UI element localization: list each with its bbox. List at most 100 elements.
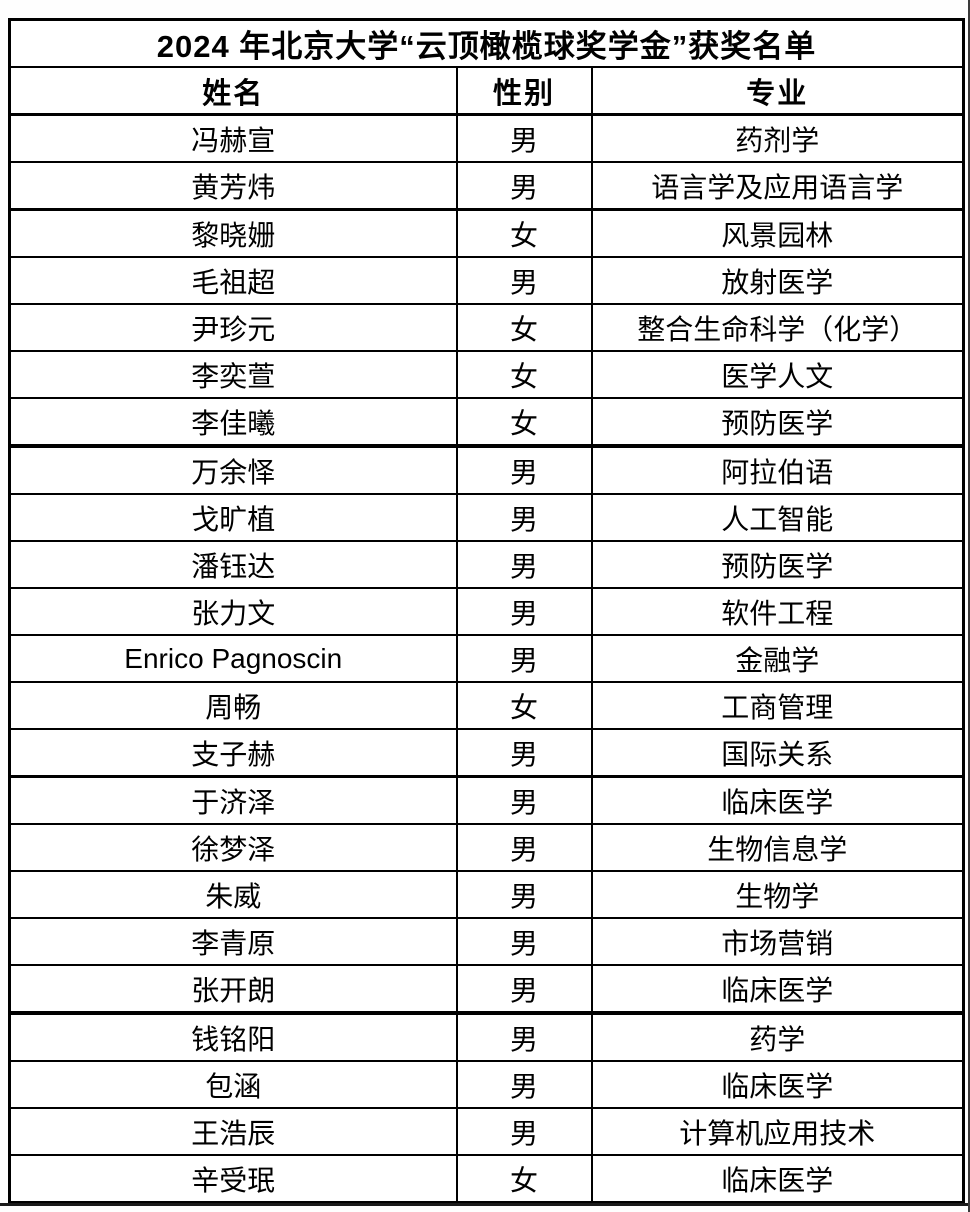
table-row: 包涵 男 临床医学	[8, 1060, 965, 1109]
cell-major: 工商管理	[590, 681, 965, 730]
cell-gender: 男	[455, 775, 593, 825]
cell-gender: 男	[455, 917, 593, 966]
cell-gender: 男	[455, 161, 593, 211]
table-row: Enrico Pagnoscin 男 金融学	[8, 634, 965, 683]
cell-major: 生物信息学	[590, 823, 965, 872]
cell-name: 毛祖超	[8, 256, 458, 305]
bottom-scan-artifact-line	[0, 1203, 970, 1206]
table-row: 朱威 男 生物学	[8, 870, 965, 919]
table-row: 李奕萱 女 医学人文	[8, 350, 965, 399]
cell-gender: 男	[455, 1060, 593, 1109]
table-row: 尹珍元 女 整合生命科学（化学）	[8, 303, 965, 352]
cell-gender: 男	[455, 728, 593, 778]
cell-major: 语言学及应用语言学	[590, 161, 965, 211]
cell-major: 国际关系	[590, 728, 965, 778]
cell-name: 徐梦泽	[8, 823, 458, 872]
cell-name: 李佳曦	[8, 397, 458, 447]
cell-name: 黄芳炜	[8, 161, 458, 211]
cell-major: 整合生命科学（化学）	[590, 303, 965, 352]
table-row: 戈旷植 男 人工智能	[8, 493, 965, 542]
table-row: 潘钰达 男 预防医学	[8, 540, 965, 589]
table-title: 2024 年北京大学“云顶橄榄球奖学金”获奖名单	[8, 18, 965, 68]
cell-gender: 男	[455, 870, 593, 919]
cell-name: 周畅	[8, 681, 458, 730]
cell-major: 预防医学	[590, 540, 965, 589]
cell-major: 放射医学	[590, 256, 965, 305]
column-header-major: 专业	[590, 66, 965, 116]
cell-major: 临床医学	[590, 1060, 965, 1109]
cell-gender: 男	[455, 493, 593, 542]
cell-major: 药剂学	[590, 113, 965, 163]
cell-name: 支子赫	[8, 728, 458, 778]
table-row: 万余怿 男 阿拉伯语	[8, 444, 965, 495]
cell-name: 朱威	[8, 870, 458, 919]
cell-gender: 女	[455, 1154, 593, 1204]
cell-name: 万余怿	[8, 444, 458, 495]
table-row: 黎晓姗 女 风景园林	[8, 208, 965, 258]
cell-name: 李青原	[8, 917, 458, 966]
table-row: 于济泽 男 临床医学	[8, 775, 965, 825]
table-row: 支子赫 男 国际关系	[8, 728, 965, 778]
table-row: 钱铭阳 男 药学	[8, 1011, 965, 1062]
cell-gender: 女	[455, 350, 593, 399]
cell-gender: 男	[455, 823, 593, 872]
cell-major: 市场营销	[590, 917, 965, 966]
table-body: 冯赫宣 男 药剂学 黄芳炜 男 语言学及应用语言学 黎晓姗 女 风景园林 毛祖超…	[8, 113, 965, 1204]
cell-major: 风景园林	[590, 208, 965, 258]
cell-name: 包涵	[8, 1060, 458, 1109]
cell-name: 辛受珉	[8, 1154, 458, 1204]
table-row: 冯赫宣 男 药剂学	[8, 113, 965, 163]
cell-name: 张开朗	[8, 964, 458, 1014]
table-header-row: 姓名 性别 专业	[8, 66, 965, 116]
cell-major: 药学	[590, 1011, 965, 1062]
cell-name: 钱铭阳	[8, 1011, 458, 1062]
cell-name: 冯赫宣	[8, 113, 458, 163]
table-row: 徐梦泽 男 生物信息学	[8, 823, 965, 872]
cell-major: 人工智能	[590, 493, 965, 542]
cell-name: 黎晓姗	[8, 208, 458, 258]
cell-major: 生物学	[590, 870, 965, 919]
cell-gender: 男	[455, 1011, 593, 1062]
cell-major: 阿拉伯语	[590, 444, 965, 495]
cell-name: 于济泽	[8, 775, 458, 825]
cell-gender: 男	[455, 1107, 593, 1156]
cell-major: 临床医学	[590, 775, 965, 825]
table-row: 黄芳炜 男 语言学及应用语言学	[8, 161, 965, 211]
cell-gender: 男	[455, 256, 593, 305]
cell-name: 尹珍元	[8, 303, 458, 352]
cell-name: Enrico Pagnoscin	[8, 634, 458, 683]
scholarship-award-table: 2024 年北京大学“云顶橄榄球奖学金”获奖名单 姓名 性别 专业 冯赫宣 男 …	[8, 18, 966, 1204]
cell-major: 临床医学	[590, 1154, 965, 1204]
cell-major: 临床医学	[590, 964, 965, 1014]
right-scan-artifact-line	[968, 0, 970, 1212]
cell-name: 戈旷植	[8, 493, 458, 542]
cell-name: 潘钰达	[8, 540, 458, 589]
cell-gender: 男	[455, 540, 593, 589]
cell-gender: 女	[455, 397, 593, 447]
cell-major: 医学人文	[590, 350, 965, 399]
table-row: 王浩辰 男 计算机应用技术	[8, 1107, 965, 1156]
cell-gender: 男	[455, 444, 593, 495]
cell-gender: 男	[455, 113, 593, 163]
cell-name: 王浩辰	[8, 1107, 458, 1156]
table-row: 周畅 女 工商管理	[8, 681, 965, 730]
table-row: 李青原 男 市场营销	[8, 917, 965, 966]
cell-name: 张力文	[8, 587, 458, 636]
table-row: 毛祖超 男 放射医学	[8, 256, 965, 305]
table-row: 李佳曦 女 预防医学	[8, 397, 965, 447]
table-row: 张开朗 男 临床医学	[8, 964, 965, 1014]
column-header-name: 姓名	[8, 66, 458, 116]
column-header-gender: 性别	[455, 66, 593, 116]
table-row: 张力文 男 软件工程	[8, 587, 965, 636]
cell-major: 软件工程	[590, 587, 965, 636]
cell-gender: 男	[455, 587, 593, 636]
table-row: 辛受珉 女 临床医学	[8, 1154, 965, 1204]
cell-major: 金融学	[590, 634, 965, 683]
cell-gender: 女	[455, 208, 593, 258]
cell-gender: 男	[455, 634, 593, 683]
cell-major: 预防医学	[590, 397, 965, 447]
cell-name: 李奕萱	[8, 350, 458, 399]
cell-gender: 女	[455, 303, 593, 352]
cell-gender: 女	[455, 681, 593, 730]
